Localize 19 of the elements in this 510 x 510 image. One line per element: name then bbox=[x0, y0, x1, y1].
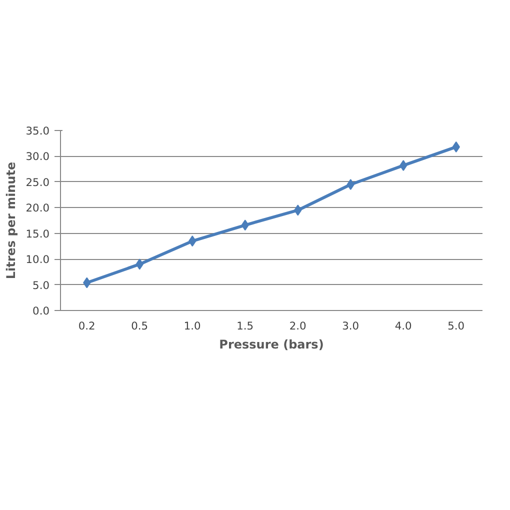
x-tick-label: 0.5 bbox=[131, 320, 148, 332]
point bbox=[346, 179, 354, 190]
x-tick-label: 5.0 bbox=[448, 320, 465, 332]
x-tick-label: 2.0 bbox=[289, 320, 307, 332]
y-tick-label: 15.0 bbox=[26, 227, 50, 240]
x-tick-label: 1.0 bbox=[184, 320, 202, 332]
y-tick-label: 30.0 bbox=[26, 150, 50, 164]
y-tick-label: 0.0 bbox=[32, 304, 50, 318]
y-tick-label: 25.0 bbox=[26, 176, 50, 189]
x-tick-label: 0.2 bbox=[78, 320, 96, 332]
x-tick-label: 4.0 bbox=[394, 320, 412, 332]
y-tick-label: 10.0 bbox=[26, 253, 50, 266]
y-axis-title: Litres per minute bbox=[4, 162, 18, 280]
y-tick-label: 20.0 bbox=[26, 202, 50, 215]
x-tick-label: 3.0 bbox=[342, 320, 360, 332]
x-tick-label: 1.5 bbox=[236, 320, 254, 332]
y-tick-label: 5.0 bbox=[32, 278, 50, 292]
x-axis-title: Pressure (bars) bbox=[219, 338, 324, 352]
y-tick-label: 35.0 bbox=[26, 124, 50, 138]
